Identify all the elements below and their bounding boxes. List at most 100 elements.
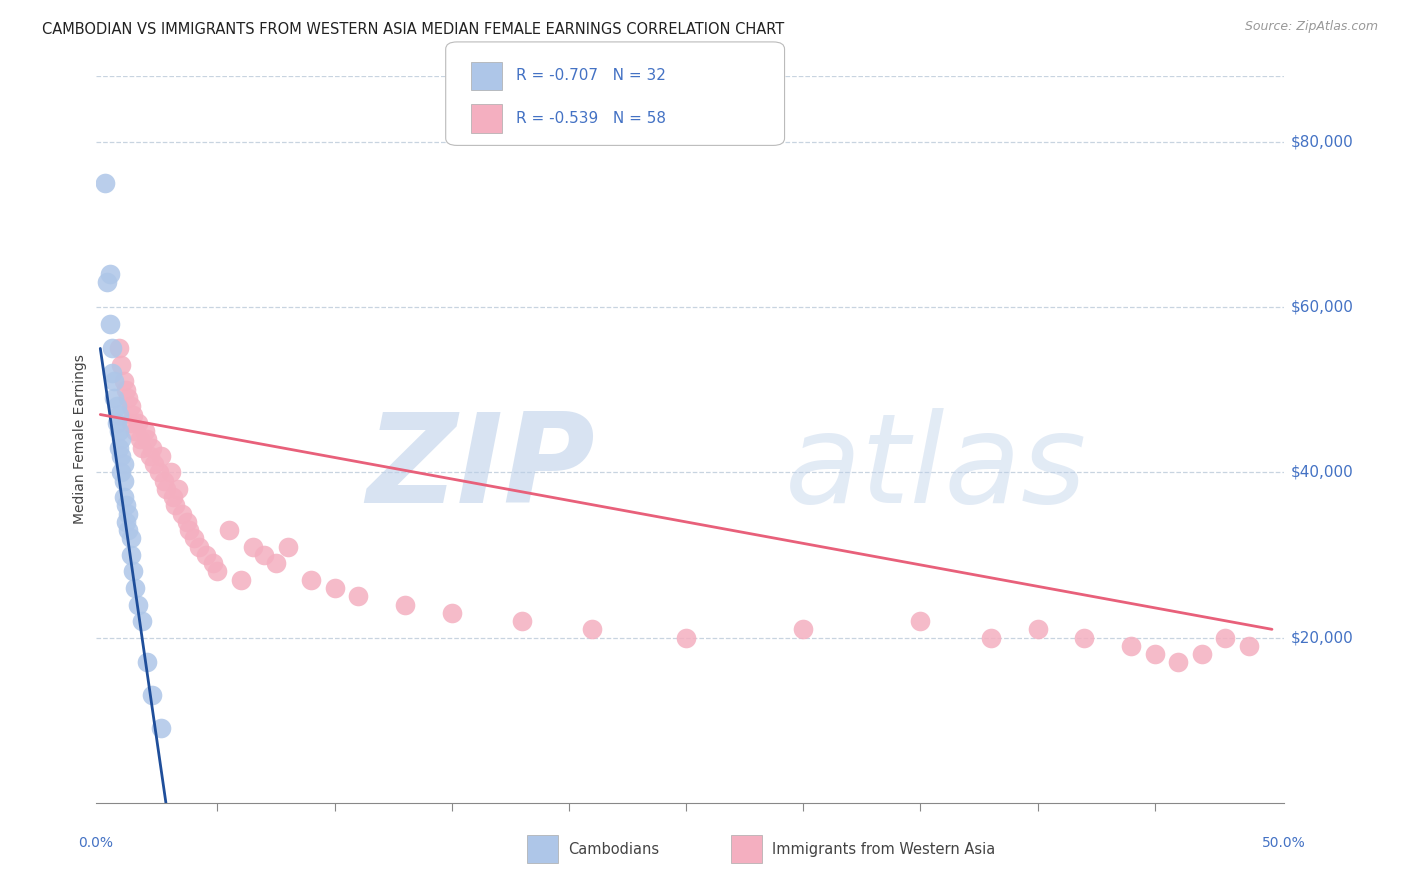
- Point: [110, 449, 132, 463]
- Point: [115, 499, 138, 513]
- Point: [277, 540, 299, 554]
- Point: [136, 433, 159, 447]
- Text: R = -0.707   N = 32: R = -0.707 N = 32: [516, 69, 666, 83]
- Point: [183, 532, 205, 546]
- Point: [581, 623, 603, 637]
- Point: [127, 416, 149, 430]
- Point: [110, 433, 132, 447]
- Point: [134, 424, 156, 438]
- Point: [792, 623, 814, 637]
- Point: [101, 342, 124, 356]
- Point: [299, 573, 322, 587]
- Text: 50.0%: 50.0%: [1261, 836, 1306, 850]
- Point: [117, 391, 139, 405]
- Point: [143, 457, 166, 471]
- Text: R = -0.539   N = 58: R = -0.539 N = 58: [516, 112, 666, 126]
- Point: [179, 523, 201, 537]
- Text: $40,000: $40,000: [1291, 465, 1354, 480]
- Point: [675, 631, 697, 645]
- Text: ZIP: ZIP: [366, 408, 595, 529]
- Point: [980, 631, 1002, 645]
- Point: [96, 276, 118, 290]
- Point: [201, 556, 224, 570]
- Point: [122, 565, 145, 579]
- Point: [120, 416, 142, 430]
- Point: [110, 466, 132, 480]
- Point: [152, 474, 174, 488]
- Text: atlas: atlas: [785, 408, 1087, 529]
- Point: [1167, 656, 1189, 670]
- Point: [120, 548, 142, 562]
- Point: [166, 482, 188, 496]
- Point: [218, 523, 240, 537]
- Point: [131, 441, 153, 455]
- Point: [127, 598, 149, 612]
- Point: [1143, 647, 1166, 661]
- Point: [148, 466, 170, 480]
- Text: $80,000: $80,000: [1291, 135, 1354, 149]
- Point: [141, 689, 163, 703]
- Point: [159, 466, 181, 480]
- Point: [162, 490, 184, 504]
- Point: [155, 482, 177, 496]
- Point: [510, 614, 533, 628]
- Point: [105, 416, 128, 430]
- Point: [103, 391, 125, 405]
- Point: [394, 598, 416, 612]
- Point: [131, 614, 153, 628]
- Point: [115, 383, 138, 397]
- Point: [1237, 639, 1260, 653]
- Point: [1026, 623, 1049, 637]
- Text: Source: ZipAtlas.com: Source: ZipAtlas.com: [1244, 20, 1378, 33]
- Point: [194, 548, 217, 562]
- Point: [347, 589, 370, 603]
- Point: [108, 441, 131, 455]
- Point: [117, 507, 139, 521]
- Point: [138, 449, 160, 463]
- Point: [910, 614, 932, 628]
- Point: [117, 523, 139, 537]
- Point: [172, 507, 194, 521]
- Point: [207, 565, 229, 579]
- Point: [112, 375, 135, 389]
- Point: [187, 540, 209, 554]
- Point: [150, 722, 173, 736]
- Point: [108, 424, 131, 438]
- Text: 0.0%: 0.0%: [79, 836, 112, 850]
- Point: [323, 581, 346, 595]
- Point: [440, 606, 463, 620]
- Point: [122, 408, 145, 422]
- Point: [136, 656, 159, 670]
- Point: [98, 317, 121, 331]
- Point: [129, 433, 152, 447]
- Point: [112, 490, 135, 504]
- Text: $20,000: $20,000: [1291, 630, 1354, 645]
- Point: [1191, 647, 1213, 661]
- Point: [98, 267, 121, 281]
- Y-axis label: Median Female Earnings: Median Female Earnings: [73, 354, 87, 524]
- Point: [108, 342, 131, 356]
- Point: [110, 358, 132, 372]
- Text: Immigrants from Western Asia: Immigrants from Western Asia: [772, 842, 995, 856]
- Point: [253, 548, 276, 562]
- Point: [103, 375, 125, 389]
- Point: [112, 457, 135, 471]
- Point: [242, 540, 264, 554]
- Point: [112, 474, 135, 488]
- Point: [120, 532, 142, 546]
- Point: [124, 581, 146, 595]
- Point: [1073, 631, 1095, 645]
- Text: Cambodians: Cambodians: [568, 842, 659, 856]
- Text: $60,000: $60,000: [1291, 300, 1354, 315]
- Point: [115, 515, 138, 529]
- Point: [165, 499, 187, 513]
- Point: [150, 449, 173, 463]
- Point: [94, 176, 117, 190]
- Point: [1213, 631, 1236, 645]
- Point: [176, 515, 198, 529]
- Point: [105, 399, 128, 413]
- Text: CAMBODIAN VS IMMIGRANTS FROM WESTERN ASIA MEDIAN FEMALE EARNINGS CORRELATION CHA: CAMBODIAN VS IMMIGRANTS FROM WESTERN ASI…: [42, 22, 785, 37]
- Point: [229, 573, 252, 587]
- Point: [101, 366, 124, 380]
- Point: [124, 424, 146, 438]
